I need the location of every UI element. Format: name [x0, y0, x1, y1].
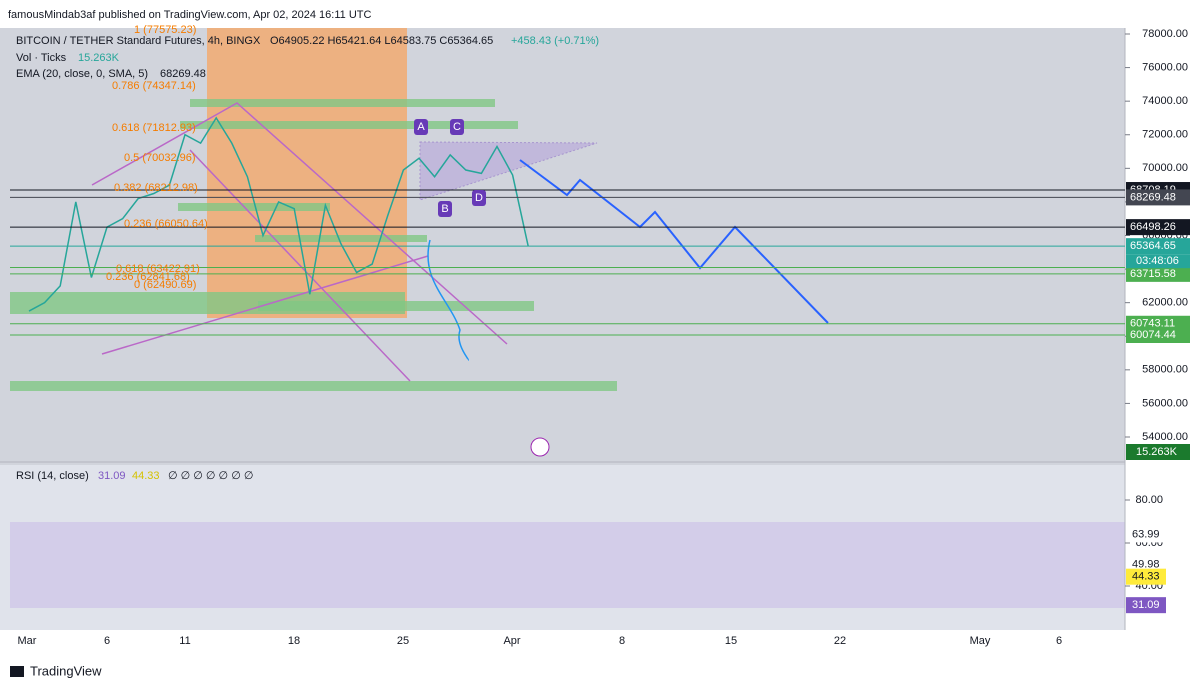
- point-box: [438, 201, 452, 217]
- point-label: A: [417, 121, 425, 133]
- countdown: 03:48:06: [1136, 255, 1179, 267]
- rsi-tag: [1126, 556, 1166, 573]
- zone: [258, 301, 534, 311]
- fib-label: 0.236 (62841.68): [106, 271, 190, 283]
- y-tick-label: 74000.00: [1142, 95, 1188, 107]
- date-label: May: [970, 635, 991, 647]
- countdown-bg: [1126, 254, 1190, 269]
- channel: [101, 255, 429, 355]
- rsi-tag: [1126, 526, 1166, 543]
- point-box: [450, 119, 464, 135]
- triangle: [419, 141, 598, 201]
- date-label: Apr: [503, 635, 520, 647]
- volume: Vol · Ticks: [16, 52, 67, 64]
- logo: [10, 666, 24, 677]
- price-tag: [1126, 238, 1190, 255]
- zone: [255, 235, 427, 242]
- rsi-tag: [1126, 597, 1166, 614]
- ema: EMA (20, close, 0, SMA, 5): [16, 68, 148, 80]
- rsi-tag: [1126, 568, 1166, 585]
- date-label: 22: [834, 635, 846, 647]
- y-tick-label: 70000.00: [1142, 162, 1188, 174]
- volume-tag: 15.263K: [1136, 446, 1178, 458]
- rsi-band: [10, 522, 1125, 608]
- fib-label: 0.618 (71812.93): [112, 122, 196, 134]
- price-tag: [1126, 265, 1190, 282]
- fib-label: 0.786 (74347.14): [112, 80, 196, 92]
- y-tick-label: 56000.00: [1142, 397, 1188, 409]
- rsi-value: 31.09: [98, 470, 126, 482]
- price-tag-label: 68269.48: [1130, 191, 1176, 203]
- fib-label: 1 (77575.23): [134, 24, 196, 36]
- fib-label: 0.382 (68212.98): [114, 182, 198, 194]
- footer: TradingView: [30, 663, 102, 678]
- price-tag: [1126, 327, 1190, 344]
- event-icon: [530, 437, 550, 457]
- y-tick-label: 78000.00: [1142, 28, 1188, 40]
- point-label: C: [453, 121, 461, 133]
- point-label: D: [475, 192, 483, 204]
- change: +458.43 (+0.71%): [511, 35, 599, 47]
- date-label: Mar: [18, 635, 37, 647]
- point-box: [472, 190, 486, 206]
- channel: [91, 102, 508, 345]
- rsi-tag-label: 49.98: [1132, 558, 1160, 570]
- fib-label: 0.618 (63422.91): [116, 263, 200, 275]
- y-tick-label: 58000.00: [1142, 364, 1188, 376]
- y-tick-label: 62000.00: [1142, 297, 1188, 309]
- ema-value: 68269.48: [160, 68, 206, 80]
- volume-tag-bg: [1126, 444, 1190, 460]
- date-label: 18: [288, 635, 300, 647]
- y-tick-label: 80.00: [1135, 494, 1163, 506]
- price-line: [28, 116, 529, 312]
- y-tick-label: 72000.00: [1142, 129, 1188, 141]
- zone: [10, 381, 617, 391]
- point-box: [414, 119, 428, 135]
- projection: [519, 159, 829, 324]
- price-tag-label: 60074.44: [1130, 329, 1176, 341]
- price-tag-label: 60743.11: [1130, 318, 1175, 330]
- channel: [189, 149, 411, 382]
- fib-label: 0.5 (70032.96): [124, 152, 196, 164]
- price-tag: [1126, 219, 1190, 236]
- rsi-tag-label: 44.33: [1132, 571, 1160, 583]
- ohlc: O64905.22 H65421.64 L64583.75 C65364.65: [270, 35, 493, 47]
- y-tick-label: 54000.00: [1142, 431, 1188, 443]
- point-label: B: [441, 203, 448, 215]
- date-label: 6: [104, 635, 110, 647]
- fib-zone: [207, 28, 407, 318]
- rsi-rest: ∅ ∅ ∅ ∅ ∅ ∅ ∅: [168, 470, 253, 482]
- date-label: 6: [1056, 635, 1062, 647]
- fib-label: 0 (62490.69): [134, 279, 196, 291]
- price-tag-label: 66498.26: [1130, 221, 1176, 233]
- rsi-tag-label: 63.99: [1132, 528, 1160, 540]
- date-label: 8: [619, 635, 625, 647]
- date-label: 25: [397, 635, 409, 647]
- symbol: BITCOIN / TETHER Standard Futures, 4h, B…: [16, 35, 261, 47]
- rsi: RSI (14, close): [16, 470, 89, 482]
- zone: [180, 121, 518, 129]
- date-label: 15: [725, 635, 737, 647]
- fib-label: 0.236 (66050.64): [124, 218, 208, 230]
- y-tick-label: 76000.00: [1142, 61, 1188, 73]
- zone: [190, 99, 495, 107]
- price-tag-label: 63715.58: [1130, 268, 1176, 280]
- rsi-ma: 44.33: [132, 470, 160, 482]
- price-tag: [1126, 189, 1190, 206]
- date-label: 11: [179, 635, 190, 647]
- published: famousMindab3af published on TradingView…: [8, 9, 371, 21]
- zone: [178, 203, 330, 211]
- price-tag-label: 65364.65: [1130, 240, 1176, 252]
- volume-value: 15.263K: [78, 52, 120, 64]
- rsi-tag-label: 31.09: [1132, 599, 1160, 611]
